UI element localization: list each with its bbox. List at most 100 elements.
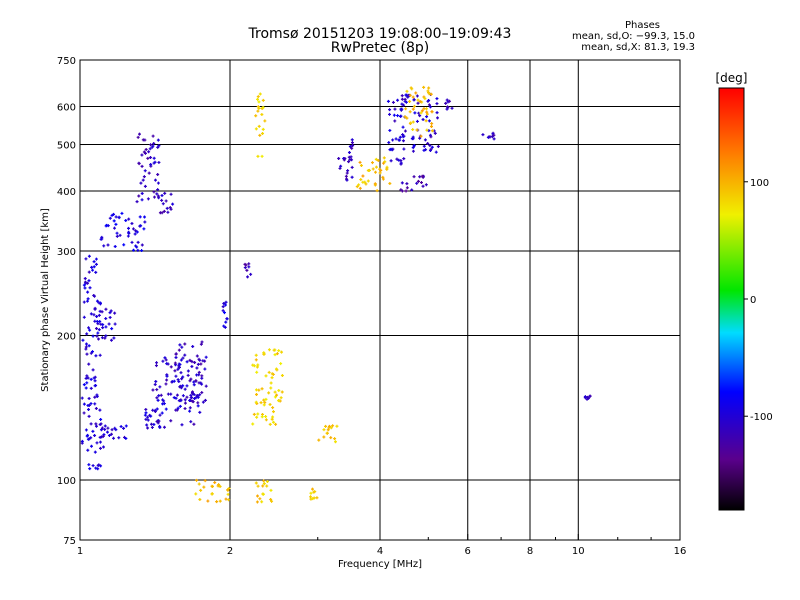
data-point (419, 181, 423, 185)
data-point (117, 215, 121, 219)
data-point (254, 400, 258, 404)
data-point (169, 392, 173, 396)
data-point (140, 164, 144, 168)
data-point (91, 268, 95, 272)
data-point (106, 243, 110, 247)
data-point (249, 272, 253, 276)
data-point (270, 499, 274, 503)
data-point (189, 377, 193, 381)
data-point (269, 386, 273, 390)
data-point (411, 135, 415, 139)
data-point (427, 86, 431, 90)
data-point (195, 478, 199, 482)
data-point (256, 97, 260, 101)
data-point (135, 200, 139, 204)
data-point (415, 94, 419, 98)
data-point (412, 175, 416, 179)
data-point (327, 424, 331, 428)
data-point (94, 327, 98, 331)
data-point (178, 363, 182, 367)
data-point (80, 396, 84, 400)
data-point (379, 168, 383, 172)
data-point (188, 399, 192, 403)
data-point (418, 100, 422, 104)
data-point (82, 283, 86, 287)
data-point (114, 428, 118, 432)
data-point (429, 135, 433, 139)
data-point (271, 406, 275, 410)
phase-stats-x: mean, sd,X: 81.3, 19.3 (581, 42, 695, 53)
data-point (89, 436, 93, 440)
data-point (110, 327, 114, 331)
data-point (99, 237, 103, 241)
data-point (86, 403, 90, 407)
data-point (144, 417, 148, 421)
data-point (201, 359, 205, 363)
data-point (403, 115, 407, 119)
data-point (363, 180, 367, 184)
data-point (96, 467, 100, 471)
data-point (120, 211, 124, 215)
data-point (269, 497, 273, 501)
data-point (156, 138, 160, 142)
data-point (87, 408, 91, 412)
data-point (329, 426, 333, 430)
chart-title: Tromsø 20151203 19:08:00–19:09:43 (248, 26, 512, 42)
data-point (93, 402, 97, 406)
data-point (268, 402, 272, 406)
data-point (226, 492, 230, 496)
data-point (86, 297, 90, 301)
data-point (444, 101, 448, 105)
data-point (173, 361, 177, 365)
data-point (280, 374, 284, 378)
data-point (409, 121, 413, 125)
data-point (136, 135, 140, 139)
data-point (203, 479, 207, 483)
data-point (172, 396, 176, 400)
data-point (200, 374, 204, 378)
data-point (279, 396, 283, 400)
data-point (416, 101, 420, 105)
data-point (405, 89, 409, 93)
data-point (91, 368, 95, 372)
data-point (255, 365, 259, 369)
data-point (112, 336, 116, 340)
data-point (164, 199, 168, 203)
data-point (415, 181, 419, 185)
data-point (215, 500, 219, 504)
data-point (261, 127, 265, 131)
data-point (153, 410, 157, 414)
data-point (84, 386, 88, 390)
data-point (333, 440, 337, 444)
data-point (351, 144, 355, 148)
data-point (143, 413, 147, 417)
data-point (383, 160, 387, 164)
data-point (270, 376, 274, 380)
data-point (165, 206, 169, 210)
data-point (85, 352, 89, 356)
data-point (223, 325, 227, 329)
data-point (201, 400, 205, 404)
data-point (108, 315, 112, 319)
data-point (96, 322, 100, 326)
data-point (261, 98, 265, 102)
data-point (329, 436, 333, 440)
data-point (193, 396, 197, 400)
data-point (92, 313, 96, 317)
data-point (224, 497, 228, 501)
data-point (165, 378, 169, 382)
data-point (406, 95, 410, 99)
data-point (243, 266, 247, 270)
data-point (83, 280, 87, 284)
data-point (144, 407, 148, 411)
data-point (374, 165, 378, 169)
data-point (197, 370, 201, 374)
data-point (224, 320, 228, 324)
data-point (84, 428, 88, 432)
data-point (273, 348, 277, 352)
data-point (185, 360, 189, 364)
data-point (196, 394, 200, 398)
data-point (404, 107, 408, 111)
data-point (262, 479, 266, 483)
data-point (430, 145, 434, 149)
